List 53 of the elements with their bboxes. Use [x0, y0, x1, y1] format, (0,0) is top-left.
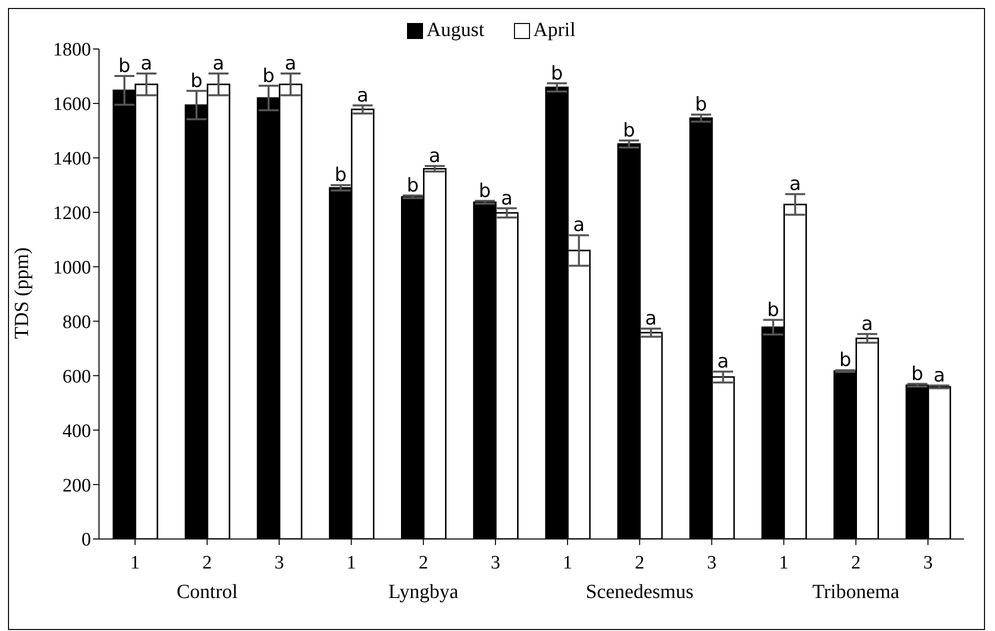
- data-label: b: [406, 174, 419, 196]
- x-tick-label: 1: [346, 552, 356, 574]
- data-label: b: [767, 298, 780, 321]
- data-label: b: [118, 54, 130, 77]
- legend-label: April: [532, 19, 576, 42]
- data-label: b: [550, 62, 563, 84]
- data-label: a: [212, 52, 224, 74]
- data-label: a: [284, 52, 296, 74]
- data-label: a: [861, 313, 874, 336]
- y-tick-label: 1400: [53, 148, 91, 170]
- y-tick-label: 1000: [53, 258, 91, 279]
- x-tick-label: 1: [130, 552, 140, 574]
- y-tick-label: 1200: [53, 203, 91, 224]
- data-label: b: [478, 180, 491, 202]
- x-tick-label: 3: [490, 552, 500, 574]
- data-label: a: [356, 84, 368, 106]
- text: Lyngbya: [387, 581, 460, 604]
- data-label: b: [622, 119, 636, 142]
- data-label: a: [645, 308, 657, 330]
- x-tick-label: 2: [851, 552, 861, 574]
- text: Tribonema: [811, 581, 900, 604]
- y-tick-label: 600: [62, 366, 91, 388]
- y-tick-label: 400: [62, 420, 91, 442]
- y-tick-label: 200: [62, 475, 91, 496]
- data-label: a: [140, 52, 152, 74]
- data-label: a: [501, 187, 513, 210]
- data-label: a: [717, 350, 729, 373]
- x-tick-label: 2: [418, 552, 428, 574]
- data-label: b: [911, 362, 924, 385]
- x-tick-label: 2: [634, 552, 644, 574]
- text: Control: [176, 581, 239, 604]
- x-tick-label: 1: [779, 552, 789, 574]
- x-tick-label: 1: [562, 552, 572, 574]
- data-label: a: [789, 173, 801, 196]
- y-axis-title: TDS (ppm): [11, 247, 34, 339]
- data-label: b: [190, 70, 203, 92]
- y-tick-label: 0: [82, 530, 91, 551]
- x-tick-label: 3: [706, 552, 716, 574]
- y-tick-label: 800: [62, 312, 91, 333]
- text: Scenedesmus: [584, 581, 694, 604]
- y-tick-label: 1800: [53, 40, 91, 61]
- data-label: b: [839, 349, 852, 372]
- x-tick-label: 3: [274, 552, 284, 574]
- data-label: a: [934, 364, 946, 386]
- y-tick-label: 1600: [53, 94, 91, 116]
- data-label: b: [262, 64, 275, 87]
- x-tick-label: 2: [202, 552, 212, 574]
- legend-label: August: [425, 19, 484, 42]
- data-label: b: [695, 94, 708, 116]
- data-label: b: [334, 164, 347, 186]
- data-label: a: [573, 214, 585, 236]
- x-tick-label: 3: [923, 552, 933, 574]
- data-label: a: [428, 145, 441, 168]
